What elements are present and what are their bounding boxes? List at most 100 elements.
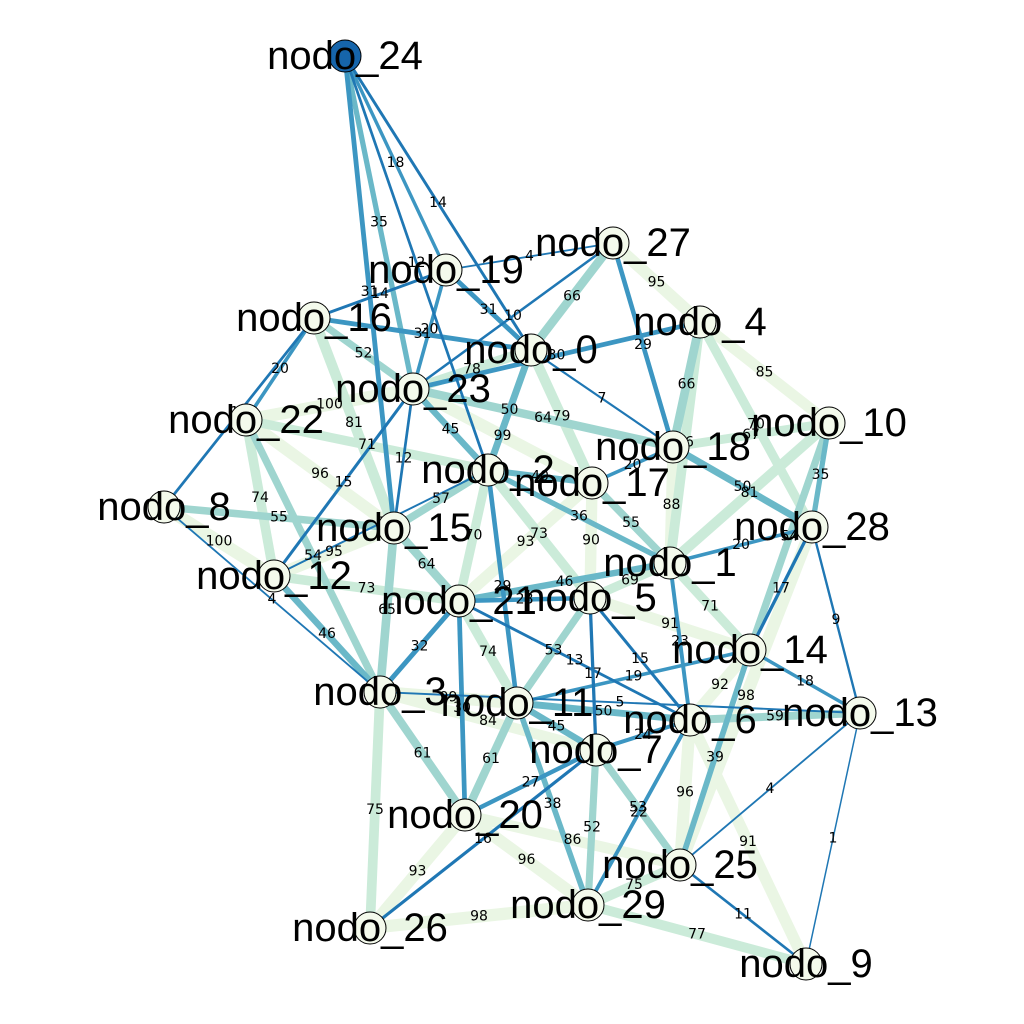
node-nodo_15[interactable] xyxy=(377,511,411,545)
edge-nodo_21-nodo_11 xyxy=(454,598,522,706)
edge-weight-label: 64 xyxy=(418,557,436,573)
edge-weight-label: 96 xyxy=(518,852,536,868)
edge-nodo_21-nodo_5 xyxy=(458,595,591,604)
edge-weight-label: 52 xyxy=(355,346,373,362)
node-nodo_13[interactable] xyxy=(843,696,877,730)
edge-weight-label: 20 xyxy=(421,322,439,338)
edge-nodo_13-nodo_25 xyxy=(679,712,861,866)
node-nodo_7[interactable] xyxy=(579,733,613,767)
edge-weight-label: 99 xyxy=(494,428,512,444)
node-nodo_12[interactable] xyxy=(257,559,291,593)
edge-weight-label: 92 xyxy=(711,677,729,693)
node-nodo_5[interactable] xyxy=(573,581,607,615)
node-nodo_20[interactable] xyxy=(448,798,482,832)
edge-weight-label: 14 xyxy=(371,286,389,302)
edge-nodo_27-nodo_0 xyxy=(527,240,617,353)
node-nodo_0[interactable] xyxy=(514,333,548,367)
node-nodo_8[interactable] xyxy=(147,490,181,524)
node-nodo_25[interactable] xyxy=(663,848,697,882)
edge-nodo_8-nodo_3 xyxy=(163,506,381,693)
node-label-nodo_29: nodo_29 xyxy=(510,883,666,927)
node-nodo_28[interactable] xyxy=(795,510,829,544)
edge-nodo_15-nodo_3 xyxy=(375,527,399,693)
node-nodo_21[interactable] xyxy=(442,584,476,618)
node-nodo_16[interactable] xyxy=(297,301,331,335)
edge-weight-label: 31 xyxy=(361,284,379,300)
edge-nodo_23-nodo_2 xyxy=(410,386,491,473)
edge-nodo_28-nodo_14 xyxy=(748,526,814,651)
node-nodo_19[interactable] xyxy=(429,253,463,287)
node-nodo_23[interactable] xyxy=(396,372,430,406)
edge-nodo_10-nodo_14 xyxy=(746,421,833,652)
edge-weight-label: 39 xyxy=(706,750,724,766)
node-nodo_14[interactable] xyxy=(733,633,767,667)
edge-weight-label: 46 xyxy=(318,626,336,642)
edge-nodo_3-nodo_26 xyxy=(365,691,385,929)
edge-weight-label: 31 xyxy=(480,302,498,318)
edge-weight-label: 90 xyxy=(582,533,600,549)
edge-weight-label: 16 xyxy=(474,831,492,847)
edge-nodo_16-nodo_0 xyxy=(313,315,532,353)
edge-nodo_15-nodo_2 xyxy=(391,466,491,532)
edge-weight-label: 93 xyxy=(409,864,427,880)
edge-nodo_12-nodo_15 xyxy=(271,522,397,582)
edge-weight-label: 20 xyxy=(732,537,750,553)
edge-weight-label: 1 xyxy=(829,831,838,847)
edge-nodo_6-nodo_29 xyxy=(586,719,692,906)
edge-weight-label: 4 xyxy=(525,249,534,265)
node-nodo_9[interactable] xyxy=(789,947,823,981)
node-nodo_29[interactable] xyxy=(571,888,605,922)
edge-nodo_2-nodo_17 xyxy=(487,467,593,486)
edge-weight-label: 15 xyxy=(335,475,353,491)
node-nodo_3[interactable] xyxy=(363,675,397,709)
node-label-nodo_13: nodo_13 xyxy=(782,691,938,735)
node-nodo_11[interactable] xyxy=(500,686,534,720)
edge-nodo_16-nodo_22 xyxy=(244,316,316,422)
edge-nodo_3-nodo_13 xyxy=(379,691,861,714)
edge-weight-label: 65 xyxy=(378,602,396,618)
edge-nodo_7-nodo_20 xyxy=(464,748,597,817)
edge-nodo_19-nodo_27 xyxy=(445,242,614,271)
edge-nodo_0-nodo_2 xyxy=(484,348,535,472)
edge-weight-label: 18 xyxy=(387,155,405,171)
edge-nodo_21-nodo_6 xyxy=(458,599,691,722)
node-nodo_26[interactable] xyxy=(353,911,387,945)
node-nodo_22[interactable] xyxy=(229,403,263,437)
edge-weight-label: 55 xyxy=(270,510,288,526)
edge-nodo_17-nodo_1 xyxy=(589,480,673,566)
edge-labels-layer: 3518311214431201431208112526695291078507… xyxy=(206,155,841,943)
edge-nodo_24-nodo_2 xyxy=(343,55,490,471)
edge-weight-label: 19 xyxy=(625,669,643,685)
edge-weight-label: 95 xyxy=(648,275,666,291)
edge-weight-label: 74 xyxy=(479,644,497,660)
edge-weight-label: 29 xyxy=(634,337,652,353)
edge-weight-label: 35 xyxy=(370,215,388,231)
edge-weight-label: 20 xyxy=(624,457,642,473)
node-label-nodo_6: nodo_6 xyxy=(623,698,756,742)
node-nodo_4[interactable] xyxy=(683,305,717,339)
node-nodo_1[interactable] xyxy=(653,546,687,580)
edge-nodo_21-nodo_3 xyxy=(378,599,461,694)
edge-weight-label: 71 xyxy=(358,437,376,453)
node-nodo_24[interactable] xyxy=(328,39,362,73)
edge-weight-label: 100 xyxy=(316,397,343,413)
node-nodo_6[interactable] xyxy=(673,703,707,737)
node-label-nodo_21: nodo_21 xyxy=(381,579,537,623)
node-nodo_10[interactable] xyxy=(812,406,846,440)
node-label-nodo_16: nodo_16 xyxy=(236,296,392,340)
node-nodo_27[interactable] xyxy=(596,226,630,260)
node-nodo_2[interactable] xyxy=(471,453,505,487)
edge-weight-label: 7 xyxy=(598,391,607,407)
node-nodo_17[interactable] xyxy=(575,466,609,500)
edge-weight-label: 73 xyxy=(530,526,548,542)
node-label-nodo_5: nodo_5 xyxy=(523,576,656,620)
node-nodo_18[interactable] xyxy=(656,430,690,464)
node-label-nodo_22: nodo_22 xyxy=(168,398,324,442)
edge-weight-label: 96 xyxy=(676,785,694,801)
edge-nodo_19-nodo_16 xyxy=(313,268,447,320)
edge-weight-label: 55 xyxy=(622,515,640,531)
edge-weight-label: 22 xyxy=(630,805,648,821)
edge-weight-label: 57 xyxy=(432,491,450,507)
edge-weight-label: 27 xyxy=(522,775,540,791)
edge-weight-label: 69 xyxy=(621,573,639,589)
